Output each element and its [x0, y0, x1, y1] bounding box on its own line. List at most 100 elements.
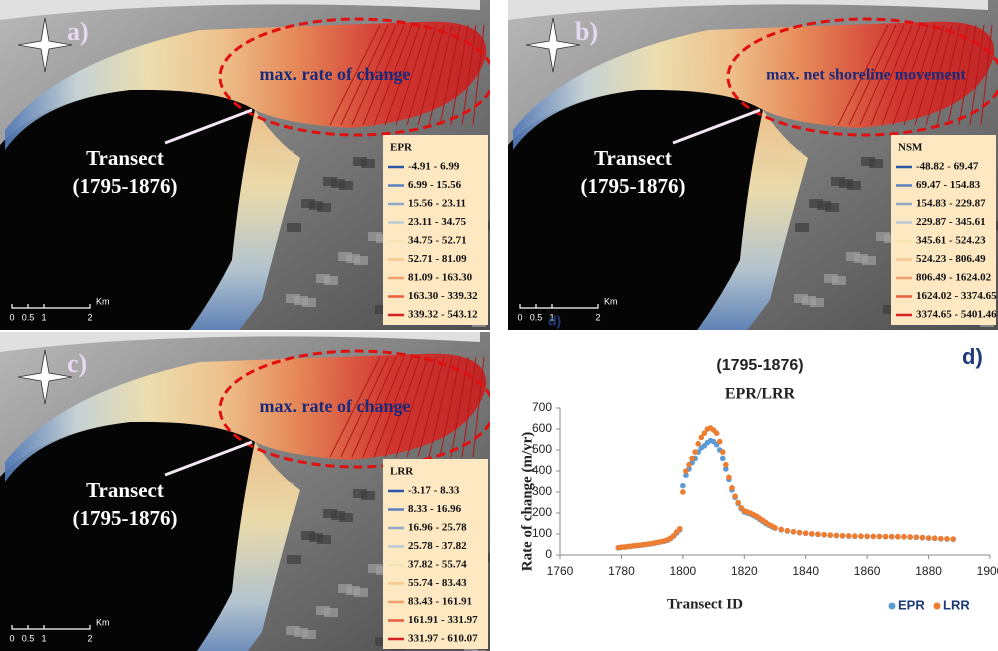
building-block — [795, 223, 809, 232]
x-tick-label: 1760 — [547, 564, 574, 578]
building-block — [286, 294, 300, 303]
building-block — [353, 489, 367, 498]
point — [797, 530, 803, 536]
building-block — [338, 252, 352, 261]
point — [732, 493, 738, 499]
x-tick-label: 1880 — [915, 564, 942, 578]
y-tick-label: 700 — [532, 400, 552, 414]
legend-label: 806.49 - 1624.02 — [916, 272, 992, 284]
legend-label: 6.99 - 15.56 — [408, 179, 462, 191]
legend-label: 25.78 - 37.82 — [408, 540, 467, 552]
building-block — [861, 157, 875, 166]
point — [950, 536, 956, 542]
building-block — [316, 606, 330, 615]
legend-label: 55.74 - 83.43 — [408, 577, 467, 589]
map-panel: c)max. rate of changeTransect(1795-1876)… — [0, 332, 494, 651]
point — [840, 533, 846, 539]
building-block — [286, 626, 300, 635]
legend-label: 69.47 - 154.83 — [916, 179, 981, 191]
point — [677, 526, 683, 532]
building-block — [846, 252, 860, 261]
legend-label: 23.11 - 34.75 — [408, 216, 467, 228]
transect-period: (1795-1876) — [581, 174, 686, 198]
legend-marker — [889, 603, 896, 610]
point — [907, 534, 913, 540]
transect-period: (1795-1876) — [73, 506, 178, 530]
point — [932, 535, 938, 541]
figure: a)max. rate of changeTransect(1795-1876)… — [0, 0, 998, 651]
stray-label: d) — [548, 313, 561, 329]
point — [717, 439, 723, 445]
scale-label: 0 — [9, 312, 14, 322]
building-block — [287, 555, 301, 564]
building-block — [831, 177, 845, 186]
map-body: c)max. rate of changeTransect(1795-1876)… — [0, 332, 494, 651]
point — [846, 533, 852, 539]
x-axis-label: Transect ID — [667, 596, 743, 612]
chart-subtitle: EPR/LRR — [725, 386, 796, 403]
scale-label: 0.5 — [530, 312, 543, 322]
legend-label: LRR — [943, 597, 970, 612]
point — [729, 485, 735, 491]
scale-unit: Km — [96, 296, 110, 306]
point — [852, 533, 858, 539]
point — [720, 449, 726, 455]
legend-label: 3374.65 - 5401.46 — [916, 309, 997, 321]
point — [686, 462, 692, 468]
x-tick-label: 1800 — [670, 564, 697, 578]
legend-label: 52.71 - 81.09 — [408, 253, 467, 265]
building-block — [876, 232, 890, 241]
point — [913, 534, 919, 540]
legend-title: NSM — [898, 142, 923, 154]
building-block — [794, 294, 808, 303]
legend-label: EPR — [898, 597, 925, 612]
point — [695, 441, 701, 447]
point — [735, 500, 741, 506]
legend-label: -48.82 - 69.47 — [916, 161, 979, 173]
scale-label: 0.5 — [22, 312, 35, 322]
map-panel: b)max. net shoreline movementTransect(17… — [508, 0, 998, 340]
map-body: a)max. rate of changeTransect(1795-1876)… — [0, 0, 494, 340]
legend-label: -4.91 - 6.99 — [408, 161, 460, 173]
building-block — [824, 274, 838, 283]
building-block — [301, 531, 315, 540]
building-block — [338, 584, 352, 593]
legend-label: 34.75 - 52.71 — [408, 235, 467, 247]
point — [680, 483, 686, 489]
legend-label: 1624.02 - 3374.65 — [916, 290, 997, 302]
x-tick-label: 1820 — [731, 564, 758, 578]
legend-label: -3.17 - 8.33 — [408, 485, 460, 497]
point — [784, 528, 790, 534]
panel-label: b) — [575, 17, 598, 46]
panel-label: a) — [67, 17, 89, 46]
panel-label: d) — [962, 344, 983, 369]
building-block — [368, 564, 382, 573]
scale-unit: Km — [96, 617, 110, 627]
point — [772, 525, 778, 531]
building-block — [323, 509, 337, 518]
legend-label: 524.23 - 806.49 — [916, 253, 986, 265]
building-block — [287, 223, 301, 232]
point — [877, 534, 883, 540]
legend-label: 163.30 - 339.32 — [408, 290, 478, 302]
legend-label: 339.32 - 543.12 — [408, 309, 478, 321]
map-body: b)max. net shoreline movementTransect(17… — [508, 0, 998, 340]
building-block — [368, 232, 382, 241]
legend-label: 81.09 - 163.30 — [408, 272, 473, 284]
legend-label: 16.96 - 25.78 — [408, 522, 467, 534]
legend-label: 83.43 - 161.91 — [408, 596, 472, 608]
point — [901, 534, 907, 540]
legend-label: 8.33 - 16.96 — [408, 503, 462, 515]
scale-label: 0 — [9, 633, 14, 643]
y-tick-label: 0 — [545, 547, 552, 561]
legend-label: 154.83 - 229.87 — [916, 198, 986, 210]
point — [883, 534, 889, 540]
point — [803, 530, 809, 536]
building-block — [316, 274, 330, 283]
building-block — [301, 199, 315, 208]
transect-label: Transect — [594, 146, 672, 170]
point — [680, 489, 686, 495]
point — [938, 536, 944, 542]
scale-label: 2 — [595, 312, 600, 322]
point — [944, 536, 950, 542]
